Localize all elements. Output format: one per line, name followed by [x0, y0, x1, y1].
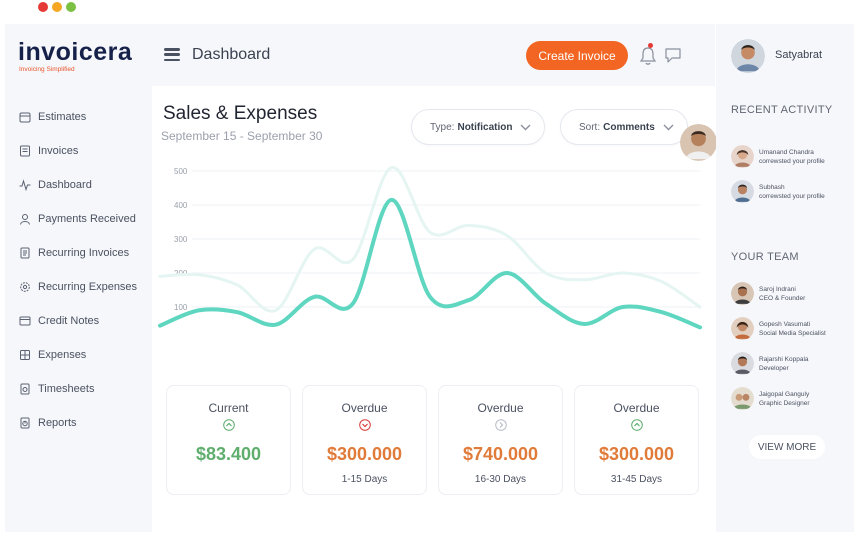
card-icon: [19, 316, 31, 326]
chevron-up-circle-icon: [222, 419, 235, 431]
minimize-dot[interactable]: [52, 2, 62, 12]
avatar: [731, 282, 754, 305]
calendar-icon: [19, 112, 31, 123]
sidebar-item-payments-received[interactable]: Payments Received: [19, 202, 137, 236]
summary-card-current[interactable]: Current $83.400: [166, 385, 291, 495]
chevron-up-circle-icon: [630, 419, 643, 431]
sidebar-item-invoices[interactable]: Invoices: [19, 134, 137, 168]
sidebar-item-estimates[interactable]: Estimates: [19, 100, 137, 134]
view-more-button[interactable]: VIEW MORE: [749, 435, 825, 459]
window-controls: [38, 2, 76, 12]
invoice-icon: [20, 145, 30, 157]
y-tick-label: 400: [174, 201, 188, 210]
activity-item[interactable]: Subhash correwsted your profile: [731, 180, 825, 203]
series-line-secondary: [158, 166, 702, 313]
chevron-down-icon: [663, 124, 674, 130]
summary-card-overdue-16-30[interactable]: Overdue $740.000 16-30 Days: [438, 385, 563, 495]
avatar[interactable]: [680, 124, 717, 161]
pulse-icon: [19, 179, 31, 191]
sidebar: invoicera Invoicing Simplified Estimates…: [5, 24, 152, 532]
summary-card-overdue-1-15[interactable]: Overdue $300.000 1-15 Days: [302, 385, 427, 495]
gear-icon: [20, 282, 30, 292]
report-icon: [20, 417, 30, 429]
bell-icon[interactable]: [639, 46, 657, 66]
avatar: [731, 180, 754, 203]
maximize-dot[interactable]: [66, 2, 76, 12]
your-team-title: YOUR TEAM: [731, 251, 799, 263]
document-icon: [20, 247, 30, 259]
type-filter-dropdown[interactable]: Type: Notification: [411, 109, 545, 145]
series-line-primary: [158, 197, 702, 330]
brand-tagline: Invoicing Simplified: [19, 66, 75, 73]
avatar: [731, 317, 754, 340]
receipt-icon: [20, 350, 30, 360]
main-panel: Sales & Expenses September 15 - Septembe…: [152, 86, 717, 532]
activity-item[interactable]: Umanand Chandra correwsted your profile: [731, 145, 825, 168]
y-tick-label: 100: [174, 303, 188, 312]
brand-logo[interactable]: invoicera: [18, 38, 133, 66]
create-invoice-button[interactable]: Create Invoice: [526, 41, 628, 70]
team-member[interactable]: Rajarshi Koppala Developer: [731, 352, 809, 375]
page-title: Dashboard: [192, 46, 271, 63]
user-name: Satyabrat: [775, 49, 823, 61]
team-member[interactable]: Saroj Indrani CEO & Founder: [731, 282, 805, 305]
sidebar-item-recurring-invoices[interactable]: Recurring Invoices: [19, 236, 137, 270]
header: Dashboard Create Invoice: [152, 24, 715, 86]
chart-title: Sales & Expenses: [163, 103, 318, 124]
chevron-down-icon: [520, 124, 531, 130]
y-tick-label: 300: [174, 235, 188, 244]
team-member[interactable]: Gopesh Vasumati Social Media Specialist: [731, 317, 826, 340]
sidebar-item-expenses[interactable]: Expenses: [19, 338, 137, 372]
close-dot[interactable]: [38, 2, 48, 12]
sidebar-item-credit-notes[interactable]: Credit Notes: [19, 304, 137, 338]
team-member[interactable]: Jaigopal Ganguly Graphic Designer: [731, 387, 810, 410]
recent-activity-title: RECENT ACTIVITY: [731, 104, 833, 116]
timesheet-icon: [20, 383, 30, 395]
sidebar-nav: Estimates Invoices Dashboard Payments Re…: [19, 100, 137, 440]
avatar: [731, 145, 754, 168]
menu-icon[interactable]: [164, 48, 180, 61]
y-tick-label: 500: [174, 167, 188, 176]
right-panel: Satyabrat RECENT ACTIVITY Umanand Chandr…: [716, 24, 854, 532]
sidebar-item-reports[interactable]: Reports: [19, 406, 137, 440]
user-icon: [20, 214, 30, 225]
chevron-down-circle-icon: [358, 419, 371, 431]
sidebar-item-recurring-expenses[interactable]: Recurring Expenses: [19, 270, 137, 304]
chat-icon[interactable]: [664, 47, 682, 64]
sort-filter-dropdown[interactable]: Sort: Comments: [560, 109, 688, 145]
sidebar-item-timesheets[interactable]: Timesheets: [19, 372, 137, 406]
avatar: [731, 387, 754, 410]
notification-dot: [648, 43, 653, 48]
user-avatar[interactable]: [731, 39, 765, 73]
date-range: September 15 - September 30: [161, 129, 323, 143]
sidebar-item-dashboard[interactable]: Dashboard: [19, 168, 137, 202]
chevron-right-circle-icon: [494, 419, 507, 431]
summary-card-overdue-31-45[interactable]: Overdue $300.000 31-45 Days: [574, 385, 699, 495]
avatar: [731, 352, 754, 375]
